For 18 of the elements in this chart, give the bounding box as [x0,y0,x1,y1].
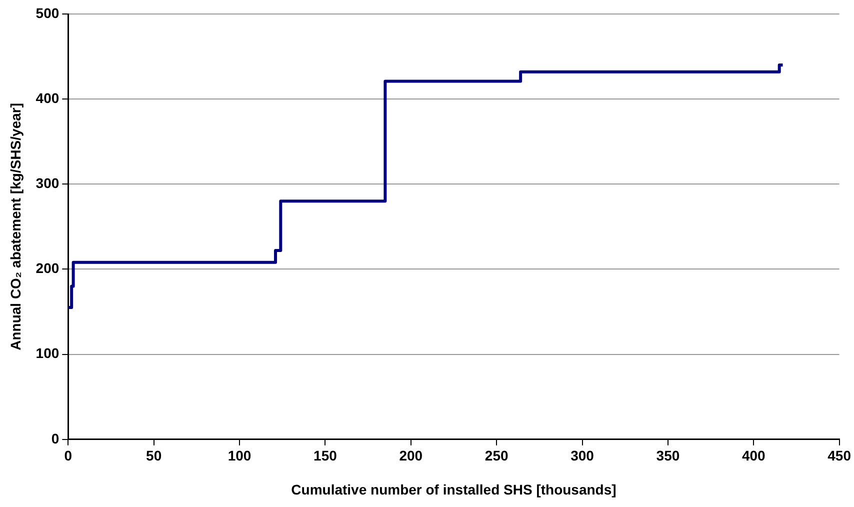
x-tick-label: 400 [742,448,766,464]
y-axis-title: Annual CO₂ abatement [kg/SHS/year] [7,103,24,350]
x-tick-label: 350 [656,448,680,464]
y-tick-label: 100 [36,345,60,362]
x-tick-label: 50 [146,448,162,464]
x-tick-label: 250 [484,448,508,464]
y-tick-label: 500 [36,4,60,21]
y-tick-label: 400 [36,90,60,106]
x-tick-label: 100 [228,448,252,464]
y-tick-label: 300 [36,175,60,192]
x-tick-label: 0 [64,448,72,464]
x-axis-title: Cumulative number of installed SHS [thousands] [291,481,616,498]
x-tick-label: 200 [399,448,423,464]
x-tick-label: 150 [314,448,338,464]
x-tick-label: 450 [828,448,852,464]
y-tick-label: 0 [51,430,60,446]
x-tick-label: 300 [570,448,594,464]
y-tick-label: 200 [36,260,60,276]
